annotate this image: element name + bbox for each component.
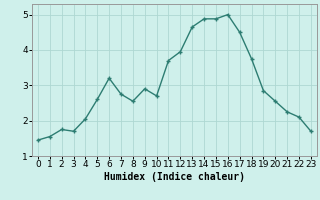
X-axis label: Humidex (Indice chaleur): Humidex (Indice chaleur) <box>104 172 245 182</box>
